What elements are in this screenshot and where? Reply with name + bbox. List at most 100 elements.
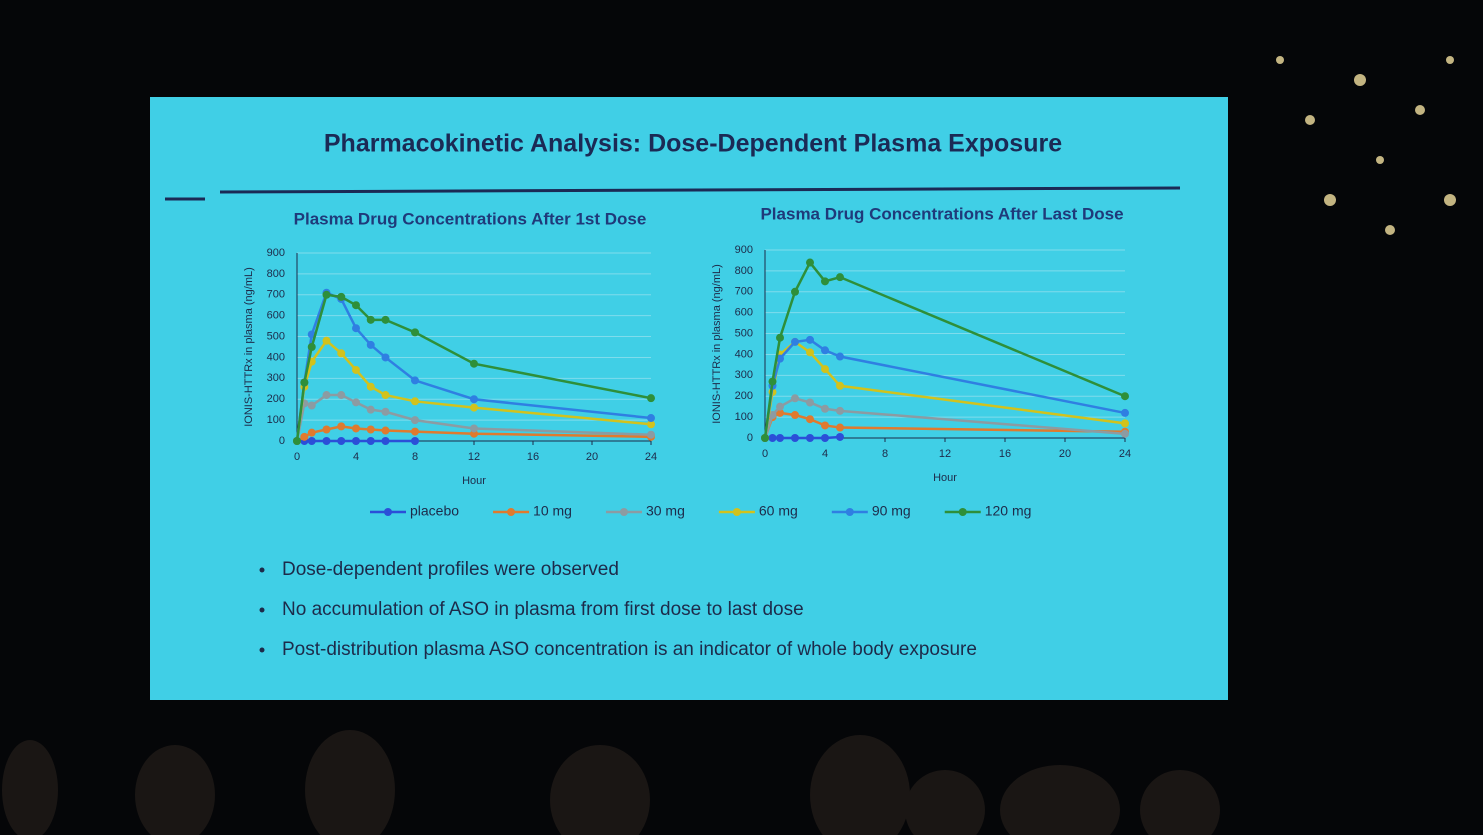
x-tick-label: 16 (527, 451, 539, 463)
data-point (791, 434, 799, 442)
data-point (791, 394, 799, 402)
legend-label: 90 mg (872, 503, 911, 519)
legend-marker (733, 508, 741, 516)
data-point (647, 431, 655, 439)
legend-marker (959, 508, 967, 516)
legend-marker (507, 508, 515, 516)
data-point (470, 404, 478, 412)
y-tick-label: 200 (267, 393, 285, 405)
data-point (836, 433, 844, 441)
data-point (367, 316, 375, 324)
data-point (791, 338, 799, 346)
data-point (791, 411, 799, 419)
slide-title: Pharmacokinetic Analysis: Dose-Dependent… (324, 130, 1062, 158)
data-point (411, 428, 419, 436)
data-point (308, 343, 316, 351)
data-point (836, 353, 844, 361)
data-point (647, 414, 655, 422)
data-point (470, 424, 478, 432)
x-tick-label: 24 (645, 451, 657, 463)
data-point (367, 426, 375, 434)
data-point (323, 391, 331, 399)
data-point (806, 415, 814, 423)
data-point (352, 301, 360, 309)
legend-label: placebo (410, 503, 459, 519)
x-tick-label: 24 (1119, 448, 1131, 460)
y-axis-label: IONIS-HTTRx in plasma (ng/mL) (243, 267, 255, 427)
data-point (776, 403, 784, 411)
data-point (323, 291, 331, 299)
data-point (337, 422, 345, 430)
scene: Pharmacokinetic Analysis: Dose-Dependent… (0, 0, 1483, 835)
data-point (367, 437, 375, 445)
data-point (300, 433, 308, 441)
data-point (821, 421, 829, 429)
x-tick-label: 0 (294, 451, 300, 463)
y-tick-label: 0 (279, 435, 285, 447)
data-point (806, 348, 814, 356)
bullet-text: Dose-dependent profiles were observed (282, 559, 619, 580)
data-point (352, 366, 360, 374)
data-point (352, 324, 360, 332)
y-tick-label: 700 (267, 289, 285, 301)
data-point (382, 427, 390, 435)
legend-marker (846, 508, 854, 516)
y-tick-label: 300 (735, 369, 753, 381)
data-point (776, 434, 784, 442)
data-point (308, 401, 316, 409)
bullet-dot (260, 608, 265, 613)
data-point (382, 391, 390, 399)
x-tick-label: 8 (882, 448, 888, 460)
data-point (382, 316, 390, 324)
data-point (836, 424, 844, 432)
data-point (836, 407, 844, 415)
x-tick-label: 16 (999, 448, 1011, 460)
data-point (776, 334, 784, 342)
data-point (411, 397, 419, 405)
x-tick-label: 8 (412, 451, 418, 463)
bullet-text: No accumulation of ASO in plasma from fi… (282, 599, 804, 620)
data-point (382, 408, 390, 416)
x-axis-label: Hour (933, 472, 957, 484)
data-point (806, 434, 814, 442)
data-point (411, 416, 419, 424)
x-axis-label: Hour (462, 475, 486, 487)
data-point (836, 273, 844, 281)
data-point (821, 346, 829, 354)
data-point (769, 378, 777, 386)
legend-label: 60 mg (759, 503, 798, 519)
y-tick-label: 500 (267, 330, 285, 342)
data-point (382, 437, 390, 445)
x-tick-label: 20 (586, 451, 598, 463)
data-point (1121, 409, 1129, 417)
data-point (337, 293, 345, 301)
data-point (821, 365, 829, 373)
legend-label: 120 mg (985, 503, 1032, 519)
y-tick-label: 100 (267, 414, 285, 426)
y-tick-label: 900 (735, 244, 753, 256)
y-tick-label: 100 (735, 411, 753, 423)
y-axis-label: IONIS-HTTRx in plasma (ng/mL) (711, 264, 723, 424)
y-tick-label: 700 (735, 286, 753, 298)
data-point (1121, 430, 1129, 438)
data-point (1121, 419, 1129, 427)
data-point (367, 383, 375, 391)
data-point (367, 406, 375, 414)
x-tick-label: 20 (1059, 448, 1071, 460)
data-point (308, 437, 316, 445)
x-tick-label: 4 (822, 448, 828, 460)
data-point (836, 382, 844, 390)
y-tick-label: 800 (267, 268, 285, 280)
data-point (791, 288, 799, 296)
legend-marker (620, 508, 628, 516)
legend-marker (384, 508, 392, 516)
data-point (382, 353, 390, 361)
data-point (470, 395, 478, 403)
y-tick-label: 500 (735, 327, 753, 339)
data-point (293, 437, 301, 445)
y-tick-label: 200 (735, 390, 753, 402)
data-point (821, 277, 829, 285)
data-point (470, 360, 478, 368)
y-tick-label: 0 (747, 432, 753, 444)
bullet-dot (260, 568, 265, 573)
